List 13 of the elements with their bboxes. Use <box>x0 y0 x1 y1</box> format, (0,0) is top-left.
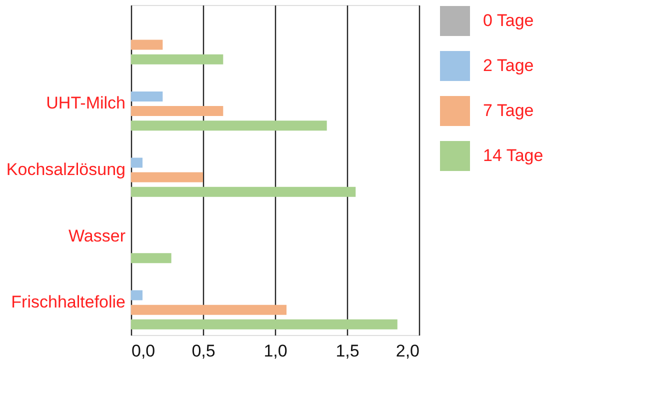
x-tick-label: 1,5 <box>336 342 360 360</box>
y-tick-label: Frischhaltefolie <box>11 292 126 312</box>
x-tick-label: 0,0 <box>132 342 156 360</box>
y-tick-label: Kochsalzlösung <box>6 160 126 179</box>
y-tick-label: UHT-Milch <box>46 94 126 113</box>
y-tick-label: Wasser <box>68 226 126 246</box>
legend-label: 7 Tage <box>483 101 534 120</box>
legend-label: 0 Tage <box>483 11 534 30</box>
legend-label: 2 Tage <box>483 56 534 75</box>
legend-label: 14 Tage <box>483 146 544 165</box>
x-tick-label: 1,0 <box>264 342 288 360</box>
x-tick-label: 2,0 <box>396 342 420 360</box>
x-tick-label: 0,5 <box>192 342 216 360</box>
